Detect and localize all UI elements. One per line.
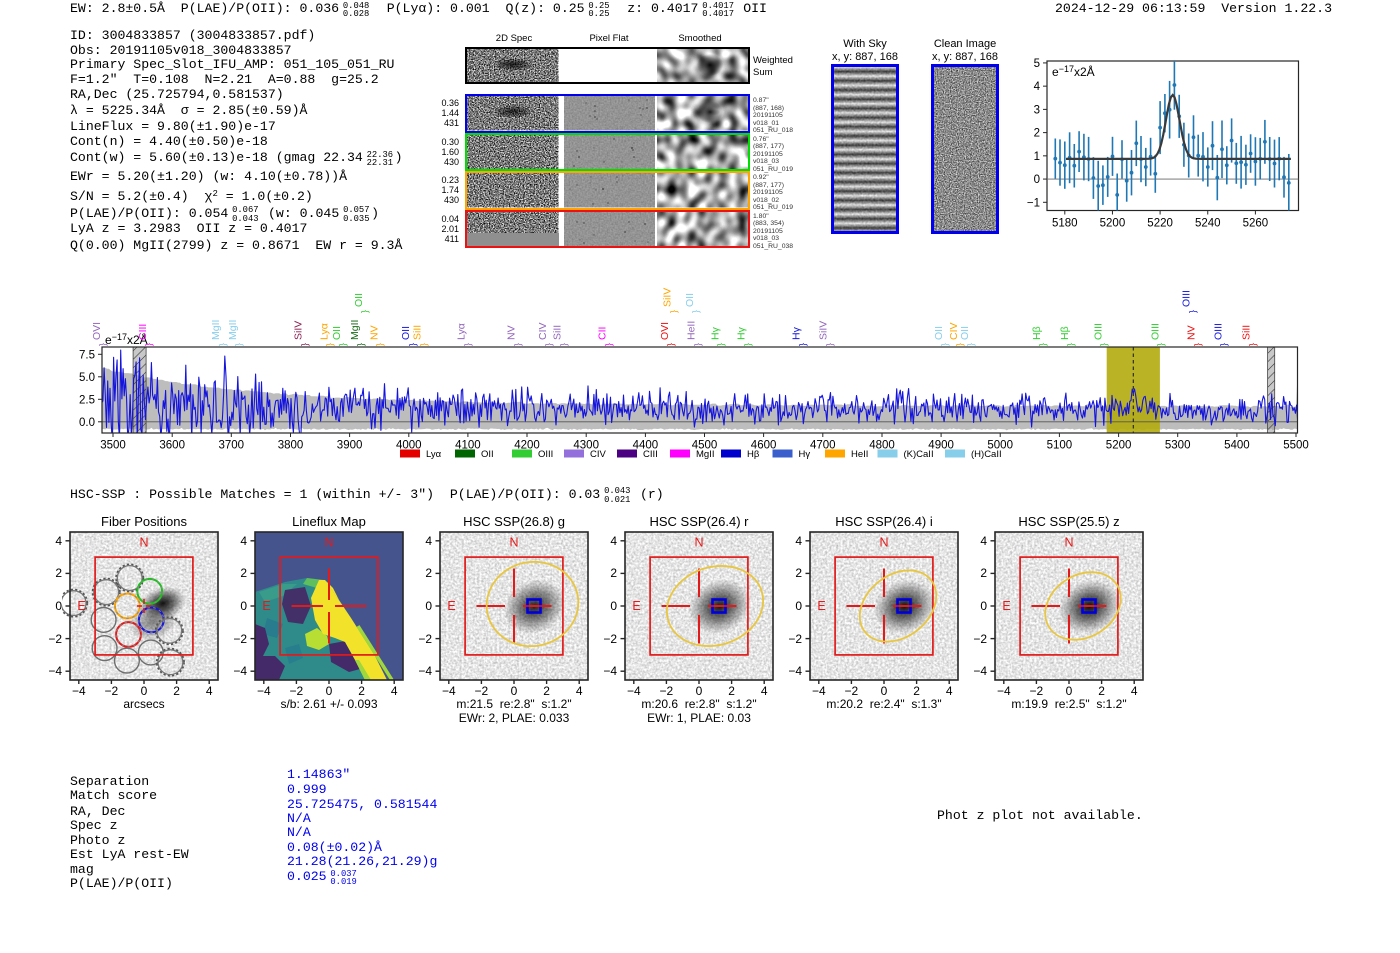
svg-text:4600: 4600 [751,440,777,452]
svg-text:Hγ: Hγ [799,449,811,460]
svg-text:5000: 5000 [987,440,1013,452]
svg-text:5200: 5200 [1106,440,1132,452]
svg-text:4000: 4000 [396,440,422,452]
svg-text:Lyα: Lyα [426,449,442,460]
svg-text:CIII: CIII [643,449,658,460]
svg-text:3600: 3600 [159,440,185,452]
svg-text:4500: 4500 [692,440,718,452]
svg-text:5500: 5500 [1283,440,1309,452]
svg-text:5200: 5200 [1100,218,1126,230]
svg-text:MgII: MgII [696,449,714,460]
svg-text:HeII: HeII [851,449,868,460]
svg-text:CIV: CIV [590,449,607,460]
svg-text:4400: 4400 [633,440,659,452]
svg-text:E: E [262,599,270,613]
svg-text:3700: 3700 [219,440,245,452]
svg-text:0.0: 0.0 [79,417,95,429]
svg-text:OII: OII [481,449,494,460]
svg-text:5100: 5100 [1047,440,1073,452]
svg-text:N: N [1064,536,1073,550]
svg-text:4300: 4300 [573,440,599,452]
svg-text:(H)CaII: (H)CaII [971,449,1002,460]
svg-text:E: E [632,599,640,613]
svg-text:4: 4 [1034,81,1041,93]
svg-text:N: N [879,536,888,550]
svg-text:5240: 5240 [1195,218,1221,230]
svg-text:2.5: 2.5 [79,394,95,406]
svg-text:5.0: 5.0 [79,372,95,384]
svg-text:4200: 4200 [514,440,540,452]
svg-text:−1: −1 [1027,197,1040,209]
svg-text:N: N [139,536,148,550]
svg-text:N: N [324,536,333,550]
svg-text:1: 1 [1034,151,1040,163]
svg-text:(K)CaII: (K)CaII [904,449,934,460]
svg-text:5: 5 [1034,58,1040,70]
svg-text:Hβ: Hβ [747,449,760,460]
svg-text:E: E [1002,599,1010,613]
svg-text:3500: 3500 [100,440,126,452]
svg-text:5180: 5180 [1052,218,1078,230]
svg-text:4900: 4900 [928,440,954,452]
svg-text:e−17x2Å: e−17x2Å [1052,64,1095,79]
svg-text:5300: 5300 [1165,440,1191,452]
svg-text:3: 3 [1034,104,1040,116]
svg-text:5260: 5260 [1243,218,1269,230]
svg-text:4700: 4700 [810,440,836,452]
svg-text:N: N [509,536,518,550]
svg-text:2: 2 [1034,128,1040,140]
svg-text:4800: 4800 [869,440,895,452]
svg-text:E: E [817,599,825,613]
svg-text:0: 0 [1034,174,1040,186]
svg-text:4100: 4100 [455,440,481,452]
svg-text:7.5: 7.5 [79,349,95,361]
svg-text:E: E [77,599,85,613]
svg-text:5220: 5220 [1147,218,1173,230]
svg-text:3800: 3800 [278,440,304,452]
svg-text:E: E [447,599,455,613]
svg-text:3900: 3900 [337,440,363,452]
svg-text:OIII: OIII [538,449,553,460]
svg-text:5400: 5400 [1224,440,1250,452]
svg-text:N: N [694,536,703,550]
